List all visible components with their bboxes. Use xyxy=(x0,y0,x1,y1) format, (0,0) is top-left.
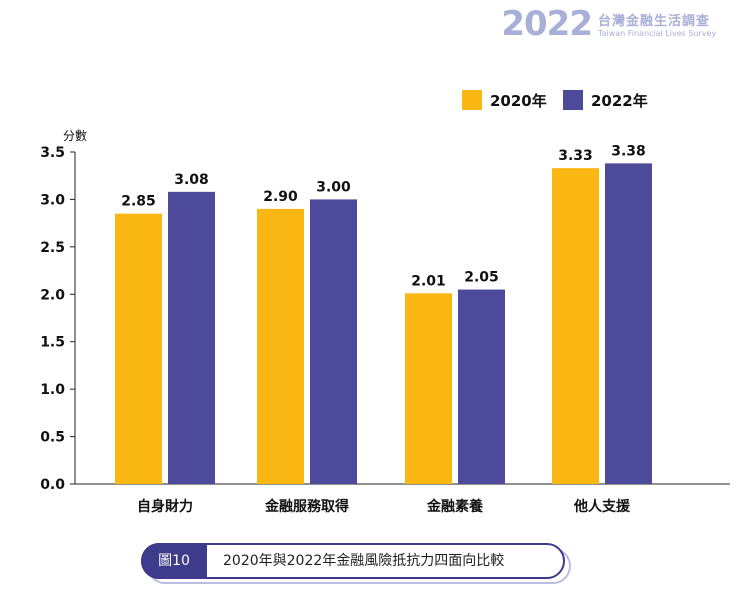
figure-caption: 圖10 2020年與2022年金融風險抵抗力四面向比較 xyxy=(141,543,571,585)
y-tick-label: 2.5 xyxy=(40,240,65,256)
brand-title-en: Taiwan Financial Lives Survey xyxy=(598,29,717,38)
bar-chart: 0.0 0.5 1.0 1.5 2.0 2.5 3.0 3.5 分數 2.85 3.08 自身財力 2.… xyxy=(40,90,730,515)
x-tick-label: 他人支援 xyxy=(573,498,631,515)
y-axis-label: 分數 xyxy=(63,129,87,143)
caption-text: 2020年與2022年金融風險抵抗力四面向比較 xyxy=(223,553,505,569)
bar-2022 xyxy=(310,199,357,484)
bar-value-label: 2.05 xyxy=(464,270,499,286)
caption-tag: 圖10 xyxy=(141,543,207,579)
bar-2020 xyxy=(405,293,452,484)
y-tick-label: 3.5 xyxy=(40,145,65,161)
bar-2020 xyxy=(552,168,599,484)
x-tick-label: 金融素養 xyxy=(426,498,483,515)
bar-value-label: 2.90 xyxy=(263,189,298,205)
y-tick-label: 1.5 xyxy=(40,335,65,351)
y-tick-label: 0.0 xyxy=(40,477,65,493)
y-tick-label: 1.0 xyxy=(40,382,65,398)
bar-2022 xyxy=(458,289,505,484)
bar-value-label: 2.85 xyxy=(121,194,156,210)
bar-value-label: 3.08 xyxy=(174,172,209,188)
bar-2022 xyxy=(605,163,652,484)
y-tick-label: 2.0 xyxy=(40,287,65,303)
bar-value-label: 3.33 xyxy=(558,148,593,164)
brand-title-cn: 台灣金融生活調查 xyxy=(598,14,711,29)
bar-value-label: 2.01 xyxy=(411,273,446,289)
brand-year: 2022 xyxy=(501,4,593,44)
y-tick-label: 3.0 xyxy=(40,192,65,208)
bar-2020 xyxy=(257,208,304,484)
legend-swatch xyxy=(563,90,583,110)
bar-value-label: 3.00 xyxy=(316,179,351,195)
bar-value-label: 3.38 xyxy=(611,143,646,159)
legend-label: 2020年 xyxy=(490,92,547,110)
bar-2022 xyxy=(168,191,215,484)
legend-label: 2022年 xyxy=(591,92,648,110)
x-tick-label: 金融服務取得 xyxy=(264,498,349,515)
caption-box xyxy=(141,543,565,579)
bar-2020 xyxy=(115,213,162,484)
legend-swatch xyxy=(462,90,482,110)
x-tick-label: 自身財力 xyxy=(137,498,193,515)
y-tick-label: 0.5 xyxy=(40,430,65,446)
